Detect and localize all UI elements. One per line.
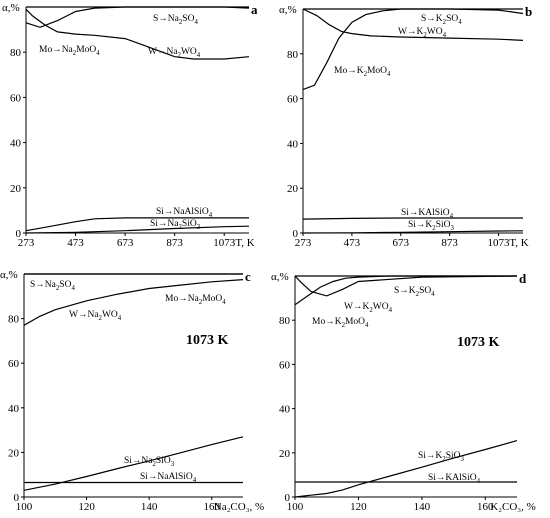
x-tick-label: 100: [287, 501, 304, 513]
y-tick-label: 60: [287, 94, 299, 106]
temperature-annotation: 1073 K: [186, 333, 229, 348]
series-label: W→K2WO4: [398, 27, 447, 39]
x-axis-label: K₂CO₃, %: [490, 501, 536, 513]
x-tick-label: 160: [477, 501, 494, 513]
series-line: [294, 440, 518, 498]
series-line: [302, 230, 524, 234]
x-tick-label: 140: [414, 501, 431, 513]
series-label: Si→NaAlSiO4: [140, 472, 197, 484]
x-tick-label: 473: [67, 237, 84, 249]
series-label: Mo→K2MoO4: [312, 317, 369, 329]
y-tick-label: 60: [10, 92, 22, 104]
series-label: W→K2WO4: [344, 302, 393, 314]
x-tick-label: 1073: [488, 237, 511, 249]
series-line: [25, 8, 250, 60]
y-tick-label: 0: [285, 492, 291, 504]
series-label: Si→K2SiO3: [408, 220, 455, 232]
x-tick-label: 673: [117, 237, 134, 249]
series-line: [25, 225, 250, 234]
series-label: S→K2SO4: [394, 286, 435, 298]
series-label: Si→K2SiO3: [418, 451, 465, 463]
series-line: [23, 279, 244, 326]
series-label: Mo→Na2MoO4: [39, 45, 100, 57]
y-tick-label: 20: [279, 448, 291, 460]
y-axis-label: α,%: [279, 4, 297, 16]
y-tick-label: 20: [10, 183, 22, 195]
series-line: [25, 6, 250, 28]
series-line: [302, 8, 524, 91]
series-label: Mo→Na2MoO4: [165, 294, 226, 306]
y-tick-label: 0: [14, 492, 20, 504]
y-tick-label: 0: [293, 228, 299, 240]
x-tick-label: 140: [141, 501, 158, 513]
series-label: S→K2SO4: [421, 14, 462, 26]
series-label: S→Na2SO4: [153, 14, 198, 26]
y-axis-label: α,%: [271, 271, 289, 283]
panel-letter: b: [525, 4, 532, 19]
y-axis-label: α,%: [2, 2, 20, 14]
x-tick-label: 673: [393, 237, 410, 249]
series-line: [294, 275, 517, 306]
y-tick-label: 60: [279, 359, 291, 371]
x-tick-label: 473: [344, 237, 361, 249]
series-line: [294, 275, 518, 297]
x-axis-label: Na₂CO₃, %: [214, 501, 264, 513]
y-tick-label: 80: [279, 315, 291, 327]
x-tick-label: 120: [78, 501, 95, 513]
x-tick-label: 273: [295, 237, 312, 249]
series-line: [302, 217, 523, 220]
series-label: Si→KAlSiO4: [401, 208, 454, 220]
y-tick-label: 80: [287, 49, 299, 61]
panel-b: 0 20 40 60 80 α,% 273 473 673 873 1073 T, K b S→K2SO4…: [279, 4, 532, 249]
x-axis-label: T, K: [235, 237, 254, 249]
series-label: Mo→K2MoO4: [334, 66, 391, 78]
x-tick-label: 100: [16, 501, 33, 513]
y-axis-label: α,%: [0, 269, 18, 281]
y-tick-label: 40: [8, 403, 20, 415]
y-tick-label: 20: [8, 447, 20, 459]
y-tick-label: 40: [279, 404, 291, 416]
x-tick-label: 873: [166, 237, 183, 249]
x-tick-label: 1073: [213, 237, 236, 249]
series-line: [302, 8, 524, 41]
y-tick-label: 0: [16, 228, 22, 240]
y-tick-label: 60: [8, 358, 20, 370]
series-label: Si→NaAlSiO4: [156, 207, 213, 219]
series-label: S→Na2SO4: [30, 280, 75, 292]
series-label: Si→KAlSiO4: [428, 473, 481, 485]
x-tick-label: 873: [441, 237, 458, 249]
x-axis-label: T, K: [509, 237, 528, 249]
series-label: W→Na2WO4: [69, 310, 122, 322]
series-label: Si→Na2SiO3: [150, 219, 201, 231]
series-label: Si→Na2SiO3: [124, 456, 175, 468]
panel-letter: c: [245, 269, 251, 284]
temperature-annotation: 1073 K: [457, 335, 500, 350]
x-tick-label: 160: [203, 501, 220, 513]
y-tick-label: 40: [10, 138, 22, 150]
series-label: W→Na2WO4: [148, 47, 201, 59]
panel-a: 0 20 40 60 80 α,% 273 473 673 873 1073 T, K a S→Na2SO…: [2, 2, 258, 249]
panel-letter: a: [251, 2, 258, 17]
y-tick-label: 80: [8, 314, 20, 326]
y-tick-label: 40: [287, 138, 299, 150]
panel-letter: d: [519, 271, 527, 286]
x-tick-label: 273: [18, 237, 35, 249]
y-tick-label: 80: [10, 47, 22, 59]
x-tick-label: 120: [350, 501, 367, 513]
series-line: [25, 217, 249, 232]
y-tick-label: 20: [287, 183, 299, 195]
